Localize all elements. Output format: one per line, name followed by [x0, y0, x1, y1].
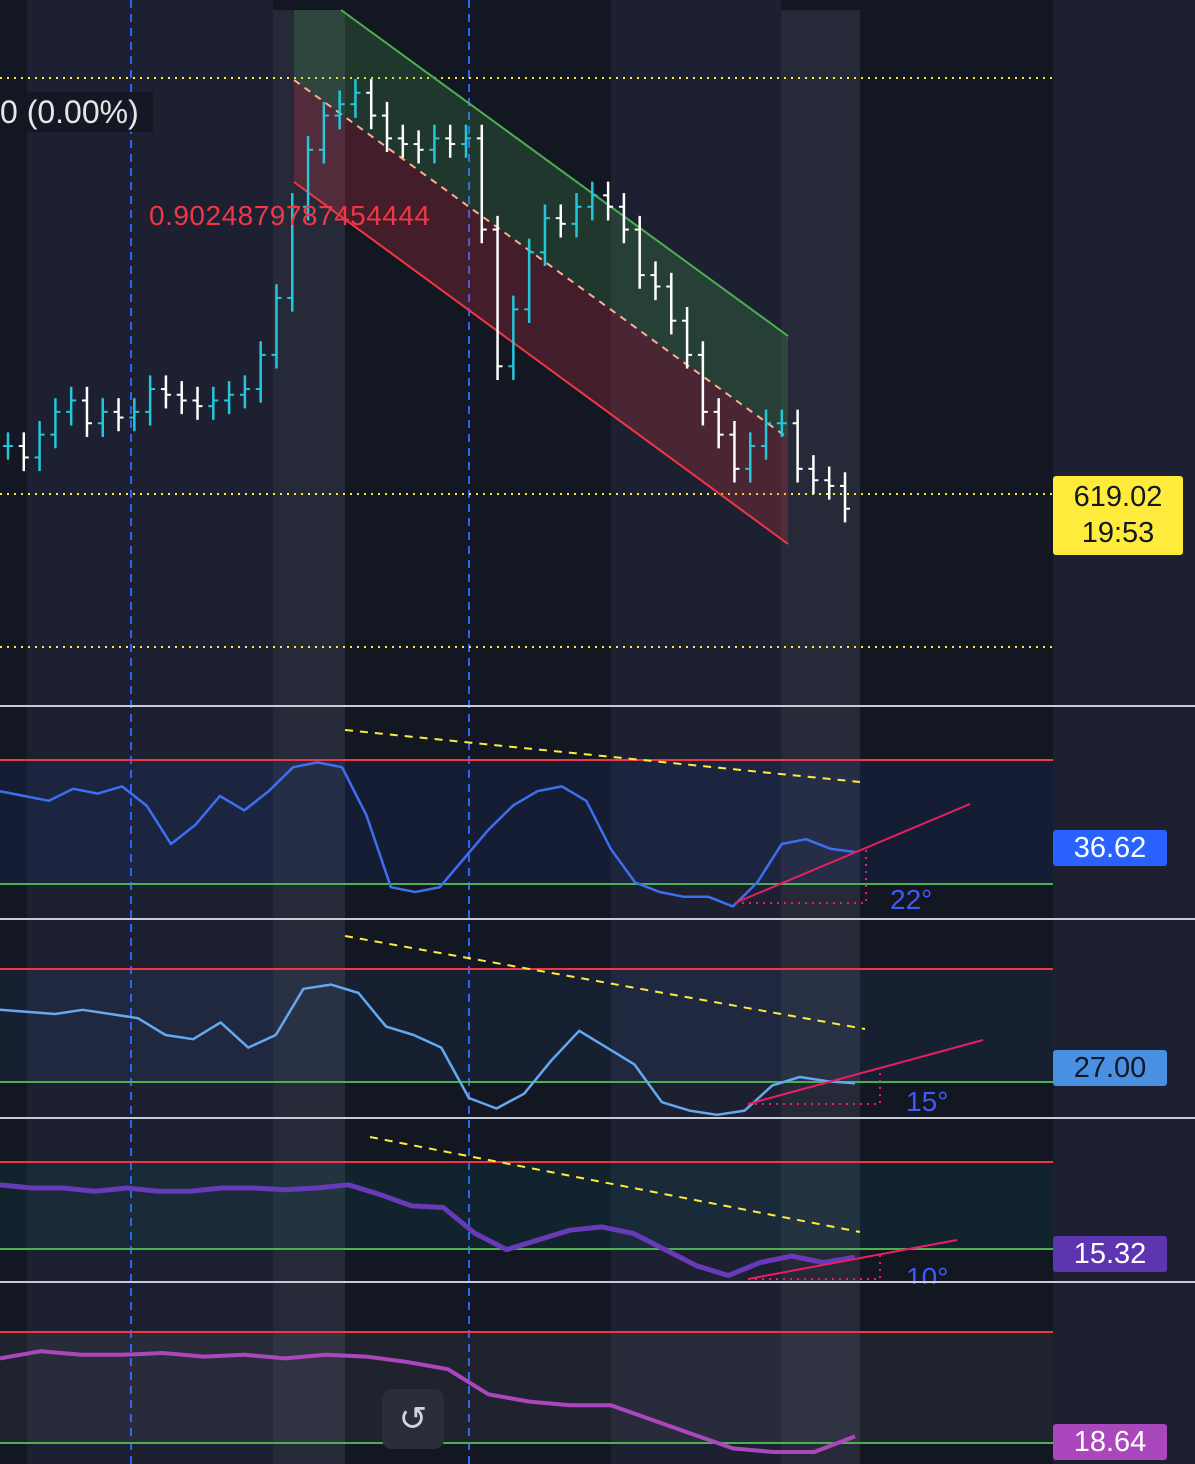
- angle-line: [747, 1239, 958, 1280]
- channel-lower-line: [293, 181, 789, 545]
- angle-label-1: 22°: [890, 884, 933, 915]
- indicator-band: [0, 969, 1053, 1082]
- pane-separator[interactable]: [0, 705, 1195, 707]
- pane-separator[interactable]: [0, 1281, 1195, 1283]
- angle-label-3: 10°: [906, 1262, 949, 1284]
- regression-channel-label: 0.9024879787454444: [149, 200, 431, 231]
- price-change-readout: 0 (0.00%): [0, 92, 153, 132]
- last-price-tag: 619.02 19:53: [1053, 476, 1183, 555]
- angle-line: [734, 803, 971, 904]
- pane-separator[interactable]: [0, 1117, 1195, 1119]
- session-band: [1053, 0, 1195, 1464]
- indicator-band: [0, 1332, 1053, 1443]
- indicator-line: [0, 983, 856, 1117]
- angle-measure: [748, 1070, 881, 1105]
- bar-countdown: 19:53: [1081, 517, 1155, 549]
- indicator-band: [0, 1162, 1053, 1249]
- indicator-1-value-tag: 36.62: [1053, 830, 1167, 866]
- indicator-line: [0, 1182, 856, 1278]
- indicator-line: [0, 761, 856, 908]
- divergence-trend-line: [344, 729, 861, 783]
- channel-lower-fill: [294, 80, 788, 544]
- rotate-ccw-icon: ↺: [398, 1400, 428, 1438]
- angle-measure: [735, 850, 867, 904]
- angle-line: [747, 1039, 984, 1105]
- angle-label-2: 15°: [906, 1086, 949, 1117]
- indicator-2-value-tag: 27.00: [1053, 1050, 1167, 1086]
- indicator-line: [0, 1349, 856, 1454]
- indicator-3-value-tag: 15.32: [1053, 1236, 1167, 1272]
- channel-upper-fill: [294, 10, 788, 438]
- session-band: [273, 10, 345, 1464]
- pane-separator[interactable]: [0, 918, 1195, 920]
- divergence-trend-line: [344, 935, 866, 1030]
- session-band: [781, 10, 860, 1464]
- angle-measure: [748, 1250, 881, 1280]
- session-band: [27, 0, 273, 1464]
- indicator-band: [0, 760, 1053, 884]
- channel-upper-line: [340, 9, 789, 337]
- reset-chart-button[interactable]: ↺: [382, 1389, 444, 1449]
- last-price-value: 619.02: [1073, 481, 1163, 513]
- indicator-4-value-tag: 18.64: [1053, 1424, 1167, 1460]
- channel-mid-line: [293, 79, 789, 439]
